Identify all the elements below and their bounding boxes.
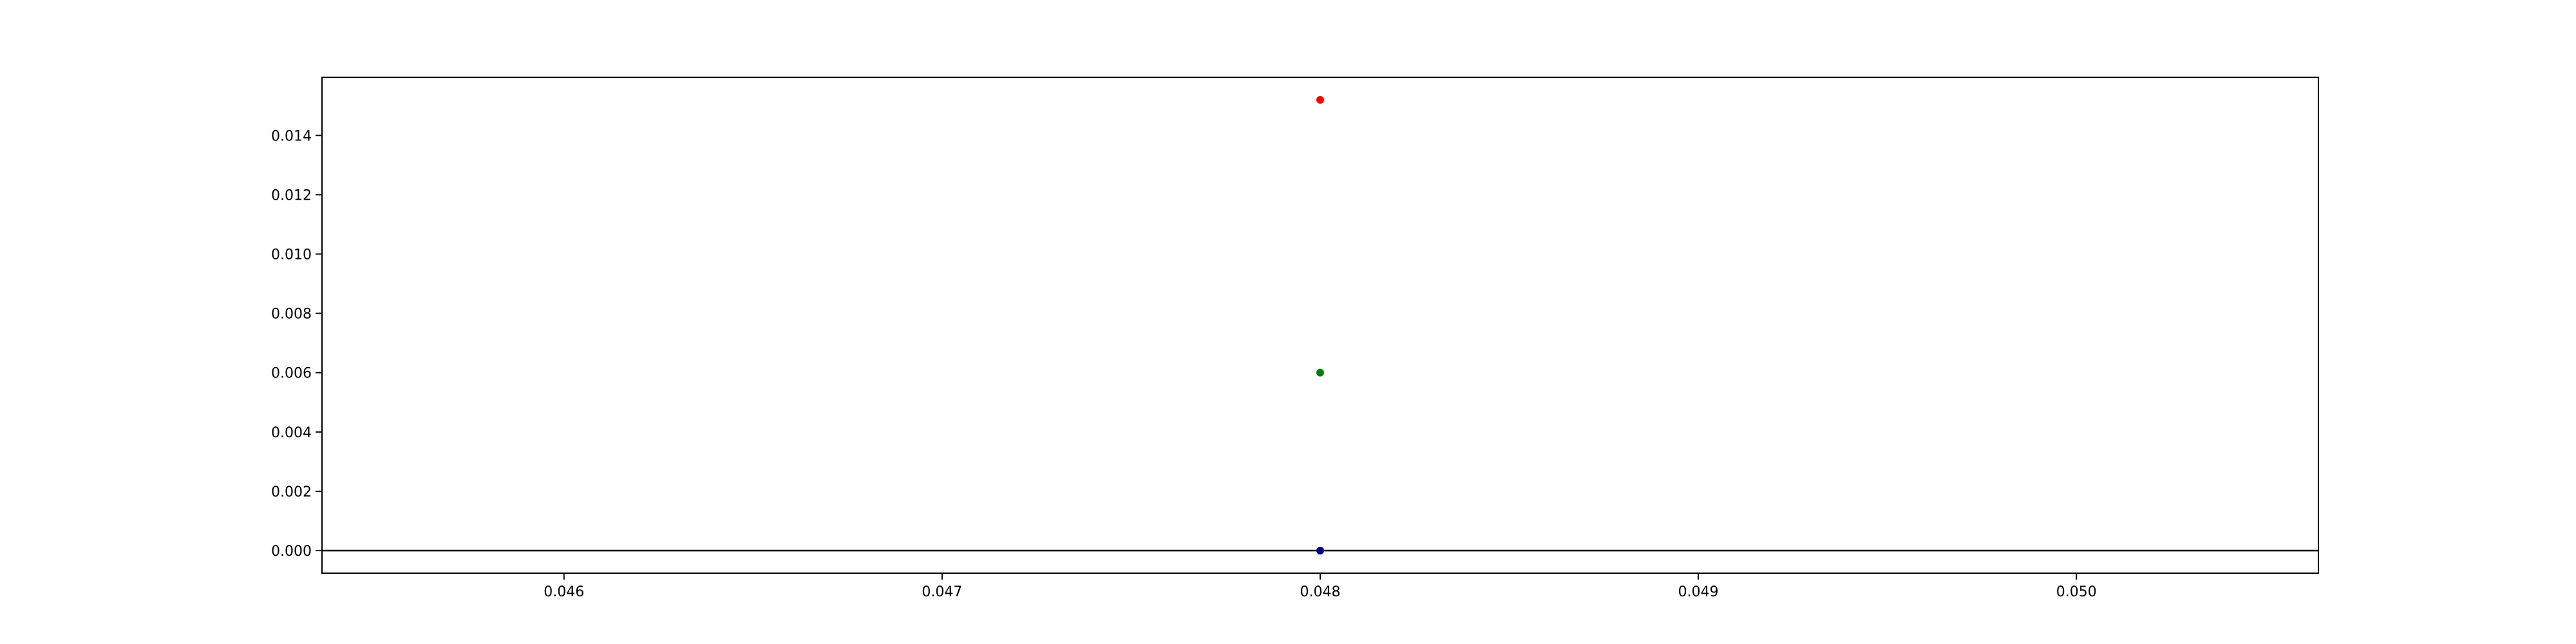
x-tick-label: 0.047 bbox=[922, 584, 962, 600]
plot-frame bbox=[321, 77, 2319, 574]
data-point-series-2 bbox=[1316, 368, 1324, 377]
y-tick-label: 0.014 bbox=[271, 128, 312, 144]
x-tick-label: 0.050 bbox=[2056, 584, 2097, 600]
data-point-series-1 bbox=[1316, 96, 1324, 104]
x-axis-ticks: 0.046 0.047 0.048 0.049 0.050 bbox=[544, 573, 2097, 600]
x-tick-label: 0.046 bbox=[544, 584, 584, 600]
y-tick-label: 0.002 bbox=[271, 484, 312, 500]
plot-area bbox=[322, 77, 2318, 573]
y-tick-label: 0.004 bbox=[271, 425, 312, 441]
x-tick-label: 0.048 bbox=[1300, 584, 1341, 600]
y-tick-label: 0.010 bbox=[271, 247, 312, 263]
y-tick-label: 0.012 bbox=[271, 187, 312, 204]
x-tick-label: 0.049 bbox=[1678, 584, 1719, 600]
y-axis-ticks: 0.000 0.002 0.004 0.006 0.008 0.010 0.012 0.014 bbox=[271, 128, 322, 560]
y-tick-label: 0.006 bbox=[271, 366, 312, 382]
data-points bbox=[1316, 96, 1324, 554]
data-point-series-3 bbox=[1316, 547, 1324, 554]
y-tick-label: 0.000 bbox=[271, 544, 312, 560]
y-tick-label: 0.008 bbox=[271, 307, 312, 323]
